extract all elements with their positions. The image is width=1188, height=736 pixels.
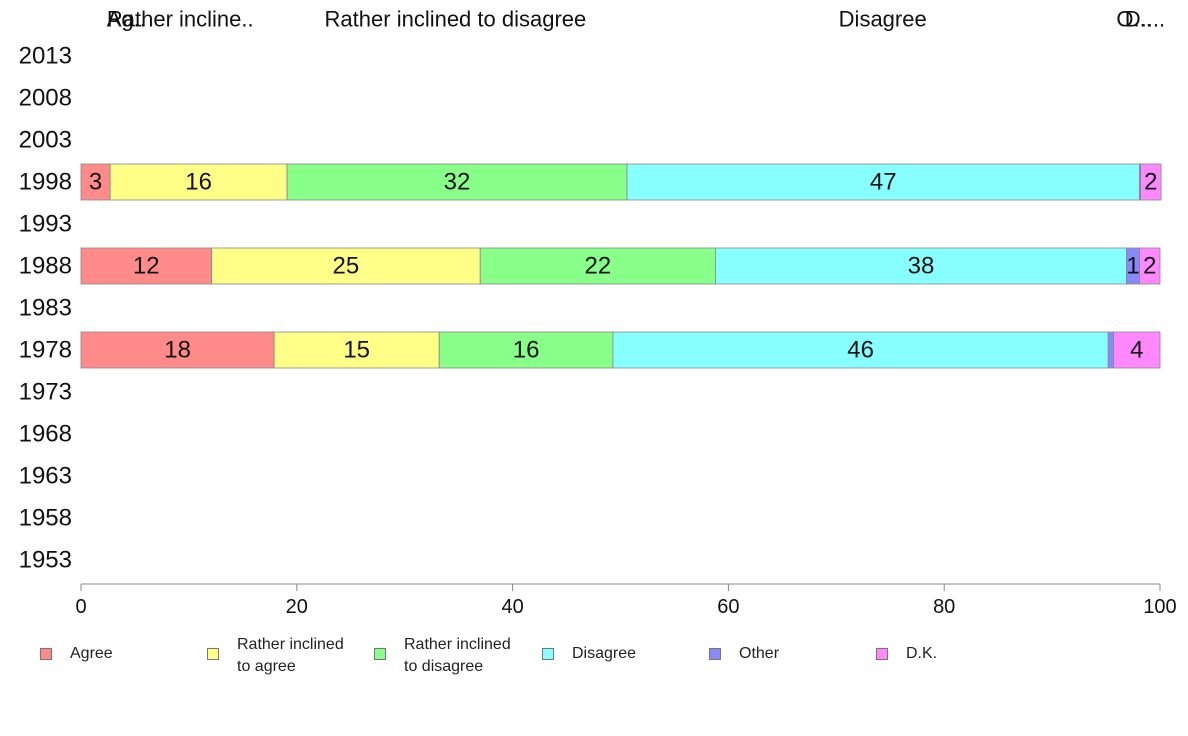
bar-segment <box>612 331 1109 369</box>
bar-segment <box>211 247 481 285</box>
y-tick-label: 1958 <box>19 505 72 532</box>
bar-segment <box>80 163 111 201</box>
bar-data-label: 32 <box>444 169 471 196</box>
bar-segment <box>273 331 440 369</box>
x-tick-label: 80 <box>933 596 955 618</box>
bar-data-label: 47 <box>870 169 897 196</box>
bar-data-label: 4 <box>1130 337 1143 364</box>
legend-label: Disagree <box>572 645 637 662</box>
bar-segment <box>80 247 212 285</box>
bar-data-label: 1 <box>1126 253 1139 280</box>
bar-data-label: 22 <box>584 253 611 280</box>
y-tick-label: 1993 <box>19 211 72 238</box>
bar-data-label: 2 <box>1143 253 1156 280</box>
y-tick-label: 1983 <box>19 295 72 322</box>
top-series-labels: Ag..Rather incline.. Rather inclined to d… <box>107 7 1165 32</box>
legend-swatch <box>374 648 386 660</box>
bar-segment <box>715 247 1127 285</box>
legend-label: Rather inclined to disagree <box>404 636 511 675</box>
top-series-label: D.... <box>1125 7 1165 32</box>
bar-data-label: 3 <box>89 169 102 196</box>
bar-segment <box>1139 247 1161 285</box>
top-series-label: Rather inclined to disagree <box>325 7 587 32</box>
bars: 3 16 32 47 212 25 22 38 1 218 15 16 46 4 <box>80 163 1162 369</box>
top-series-label: O... <box>1116 7 1151 32</box>
bar-data-label: 12 <box>133 253 160 280</box>
x-axis: 0 20 40 60 80 100 <box>75 583 1177 618</box>
bar-data-label: 16 <box>185 169 212 196</box>
y-tick-label: 1953 <box>19 547 72 574</box>
bar-data-label: 46 <box>847 337 874 364</box>
legend-label: Agree <box>70 645 113 662</box>
bar-segment <box>80 331 275 369</box>
legend-swatch <box>40 648 52 660</box>
bar-segment <box>1113 331 1161 369</box>
bar-data-label: 25 <box>333 253 360 280</box>
legend-swatch <box>876 648 888 660</box>
bar-data-label: 2 <box>1144 169 1157 196</box>
top-series-label: Disagree <box>839 7 927 32</box>
legend-label: Other <box>739 645 780 662</box>
bar-segment <box>1107 331 1115 369</box>
y-tick-label: 2008 <box>19 85 72 112</box>
chart: Ag..Rather incline.. Rather inclined to d… <box>19 7 1177 619</box>
bar-data-label: 15 <box>343 337 370 364</box>
y-tick-label: 1978 <box>19 337 72 364</box>
legend-swatch <box>207 648 219 660</box>
y-tick-label: 1973 <box>19 379 72 406</box>
bar-segment <box>438 331 614 369</box>
bar-segment <box>1140 163 1162 201</box>
bar-data-label: 16 <box>513 337 540 364</box>
x-tick-label: 40 <box>501 596 523 618</box>
y-tick-label: 1968 <box>19 421 72 448</box>
x-tick-label: 0 <box>75 596 86 618</box>
x-tick-label: 20 <box>286 596 308 618</box>
bar-segment <box>626 163 1140 201</box>
legend-label: D.K. <box>906 645 938 662</box>
y-tick-label: 1963 <box>19 463 72 490</box>
top-series-label: Rather incline.. <box>107 7 254 32</box>
y-tick-label: 1988 <box>19 253 72 280</box>
bar-segment <box>479 247 716 285</box>
legend-swatch <box>542 648 554 660</box>
legend-swatch <box>709 648 721 660</box>
legend: Agree Rather inclined to agree Rather incl… <box>0 628 1188 688</box>
y-axis-labels: 2013 2008 2003 1998 1993 1988 1983 1978 1973 1968… <box>19 43 72 574</box>
y-tick-label: 1998 <box>19 169 72 196</box>
legend-label: Rather inclined to agree <box>237 636 344 675</box>
bar-data-label: 18 <box>164 337 191 364</box>
x-tick-label: 60 <box>717 596 739 618</box>
x-tick-label: 100 <box>1143 596 1176 618</box>
y-tick-label: 2003 <box>19 127 72 154</box>
bar-data-label: 38 <box>908 253 935 280</box>
y-tick-label: 2013 <box>19 43 72 70</box>
top-series-label: Ag.. <box>107 7 146 32</box>
